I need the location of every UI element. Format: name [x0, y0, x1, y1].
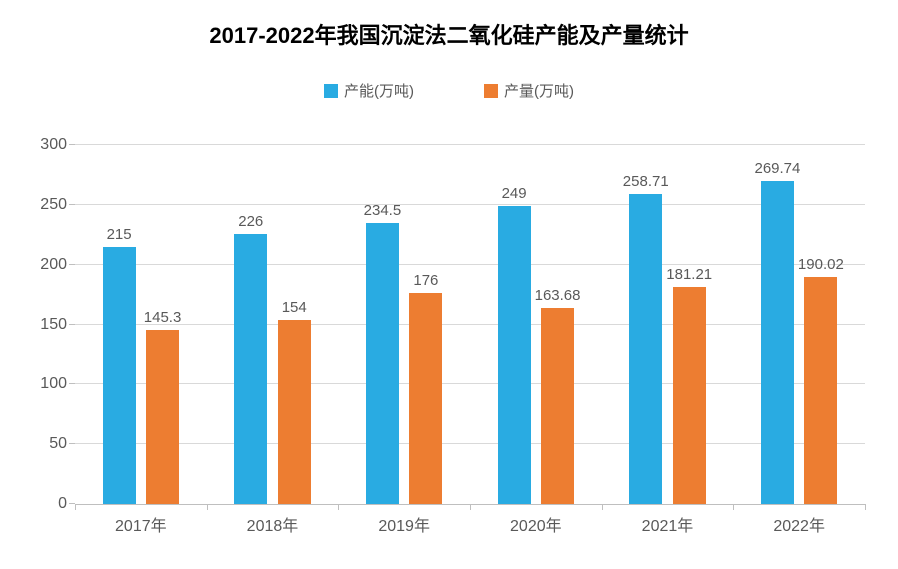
legend-label-output: 产量(万吨): [504, 80, 574, 101]
bar-value-label: 249: [502, 185, 527, 202]
ytick-label: 300: [40, 136, 67, 154]
bar: 154: [278, 320, 311, 504]
bar-group: 2018年226154: [207, 145, 339, 504]
bar-value-label: 234.5: [364, 202, 402, 219]
bar-group: 2020年249163.68: [470, 145, 602, 504]
bar: 249: [498, 206, 531, 504]
xtick-mark: [470, 504, 471, 510]
legend-label-capacity: 产能(万吨): [344, 80, 414, 101]
xtick-label: 2022年: [773, 512, 825, 536]
bar: 269.74: [761, 181, 794, 504]
legend-swatch-output: [484, 84, 498, 98]
ytick-label: 0: [58, 495, 67, 513]
bar-value-label: 258.71: [623, 173, 669, 190]
xtick-label: 2021年: [642, 512, 694, 536]
bar-value-label: 154: [282, 299, 307, 316]
ytick-label: 50: [49, 435, 67, 453]
xtick-label: 2018年: [247, 512, 299, 536]
bar-group: 2021年258.71181.21: [602, 145, 734, 504]
bar-value-label: 226: [238, 213, 263, 230]
legend-swatch-capacity: [324, 84, 338, 98]
xtick-label: 2020年: [510, 512, 562, 536]
xtick-mark: [865, 504, 866, 510]
bar-group: 2022年269.74190.02: [733, 145, 865, 504]
chart-legend: 产能(万吨) 产量(万吨): [0, 80, 898, 101]
bar-group: 2017年215145.3: [75, 145, 207, 504]
bar: 145.3: [146, 330, 179, 504]
xtick-mark: [602, 504, 603, 510]
bar: 181.21: [673, 287, 706, 504]
bar-value-label: 269.74: [754, 160, 800, 177]
bar: 176: [409, 293, 442, 504]
bar: 190.02: [804, 277, 837, 504]
ytick-label: 200: [40, 256, 67, 274]
bar: 215: [103, 247, 136, 504]
legend-item-capacity: 产能(万吨): [324, 80, 414, 101]
ytick-label: 150: [40, 316, 67, 334]
plot-area: 0501001502002503002017年215145.32018年2261…: [75, 145, 865, 505]
bar: 258.71: [629, 194, 662, 504]
bar: 234.5: [366, 223, 399, 504]
xtick-label: 2019年: [378, 512, 430, 536]
bar: 226: [234, 234, 267, 504]
legend-item-output: 产量(万吨): [484, 80, 574, 101]
xtick-label: 2017年: [115, 512, 167, 536]
xtick-mark: [207, 504, 208, 510]
chart-container: 2017-2022年我国沉淀法二氧化硅产能及产量统计 产能(万吨) 产量(万吨)…: [0, 0, 898, 569]
xtick-mark: [338, 504, 339, 510]
xtick-mark: [733, 504, 734, 510]
bar-value-label: 163.68: [535, 287, 581, 304]
ytick-label: 100: [40, 375, 67, 393]
bar: 163.68: [541, 308, 574, 504]
bar-value-label: 215: [107, 226, 132, 243]
xtick-mark: [75, 504, 76, 510]
bar-value-label: 145.3: [144, 309, 182, 326]
bar-value-label: 176: [413, 272, 438, 289]
ytick-label: 250: [40, 196, 67, 214]
bar-group: 2019年234.5176: [338, 145, 470, 504]
bar-value-label: 190.02: [798, 256, 844, 273]
chart-title: 2017-2022年我国沉淀法二氧化硅产能及产量统计: [0, 18, 898, 50]
bar-value-label: 181.21: [666, 266, 712, 283]
